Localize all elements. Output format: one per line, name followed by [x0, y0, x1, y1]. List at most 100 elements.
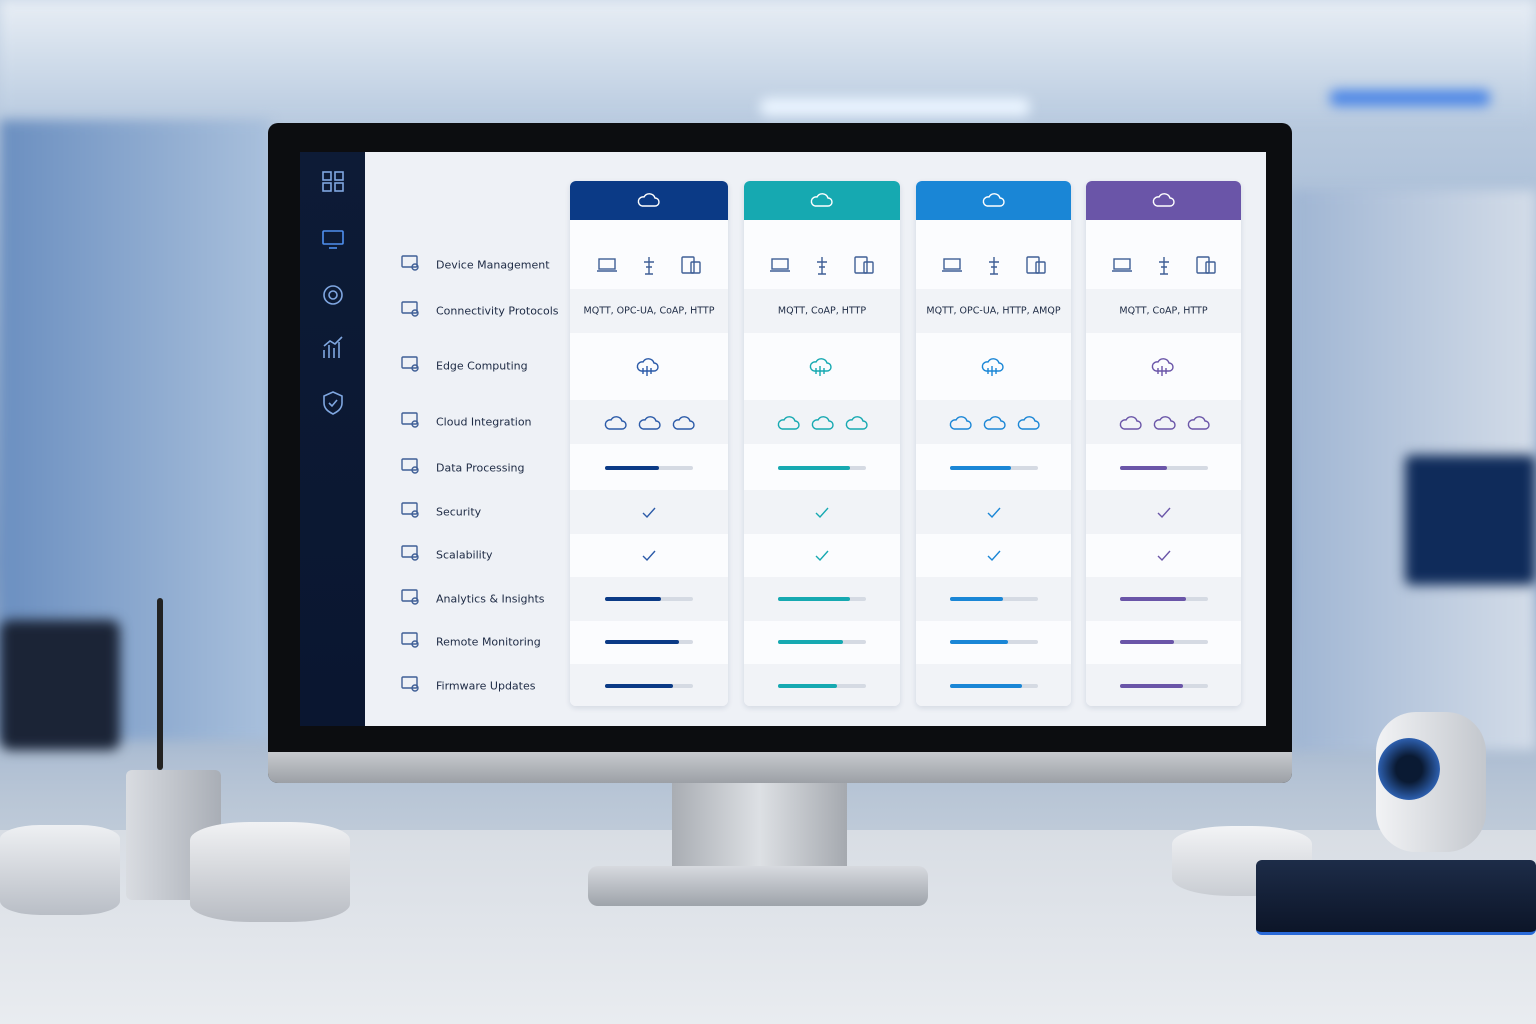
icon-edge	[981, 358, 1004, 376]
bar-track	[949, 684, 1038, 688]
row-icon	[401, 676, 419, 692]
row-band	[570, 289, 728, 333]
icon-check	[1157, 507, 1171, 519]
icon-cloud	[1119, 416, 1142, 430]
icon-tablet	[1195, 256, 1216, 274]
bar-cell	[744, 640, 900, 644]
check	[1086, 547, 1241, 563]
plan-column: MQTT, CoAP, HTTP	[1086, 181, 1241, 706]
monitor-chin	[268, 752, 1292, 783]
check	[744, 547, 900, 563]
icon-tablet	[681, 256, 701, 274]
icon-cloud	[638, 416, 661, 430]
device-icons	[916, 254, 1071, 276]
icon-check	[642, 507, 656, 519]
icon-cloud	[1153, 416, 1176, 430]
icon-edge	[636, 358, 659, 376]
bar-fill	[605, 597, 662, 601]
protocols: MQTT, CoAP, HTTP	[777, 305, 867, 317]
bar-cell	[570, 684, 728, 688]
row-icon-wrap	[400, 299, 420, 323]
bar-fill	[1119, 640, 1175, 644]
row-label: Connectivity Protocols	[436, 304, 559, 318]
bar-fill	[778, 640, 844, 644]
bar-fill	[949, 466, 1012, 470]
bar-track	[1119, 466, 1208, 470]
row-band	[744, 490, 900, 534]
row-icon	[401, 301, 419, 317]
icon-analytics[interactable]	[323, 336, 343, 358]
row-label: Device Management	[436, 258, 550, 272]
bar-cell	[916, 684, 1071, 688]
device-icons	[744, 254, 900, 276]
icon-antenna	[1158, 257, 1169, 275]
header-icon	[810, 192, 833, 207]
bar-cell	[1086, 684, 1241, 688]
icon-cloud	[1187, 416, 1210, 430]
protocols: MQTT, OPC-UA, HTTP, AMQP	[926, 305, 1061, 317]
row-label: Firmware Updates	[436, 679, 536, 693]
icon-cloud	[1017, 416, 1040, 430]
bar-fill	[1119, 684, 1183, 688]
row-icon-wrap	[400, 587, 420, 611]
protocols: MQTT, OPC-UA, CoAP, HTTP	[583, 305, 715, 317]
stand	[672, 778, 847, 870]
icon-cloud	[983, 416, 1006, 430]
row-label: Cloud Integration	[436, 415, 532, 429]
row-band	[916, 490, 1071, 534]
bar-track	[778, 684, 866, 688]
icon-antenna	[988, 257, 999, 275]
antenna	[157, 598, 163, 770]
bar-track	[1119, 597, 1208, 601]
row-band	[916, 400, 1071, 444]
bar-track	[949, 597, 1038, 601]
plan-header	[916, 181, 1071, 220]
bar-track	[1119, 640, 1208, 644]
icon-security[interactable]	[323, 391, 343, 415]
plan-column: MQTT, OPC-UA, HTTP, AMQP	[916, 181, 1071, 706]
bar-cell	[916, 640, 1071, 644]
row-label: Analytics & Insights	[436, 592, 545, 606]
icon-devices[interactable]	[322, 230, 344, 245]
bar-fill	[949, 597, 1004, 601]
row-icon	[401, 632, 419, 648]
icon-laptop	[597, 258, 617, 272]
device-icons	[570, 254, 728, 276]
icon-check	[987, 507, 1001, 519]
cloud-icons	[916, 412, 1071, 432]
bar-cell	[916, 597, 1071, 601]
icon-laptop	[1111, 258, 1132, 272]
cloud-icons	[570, 412, 728, 432]
lens	[1378, 738, 1440, 800]
icon-cloud	[777, 416, 800, 430]
bar-track	[605, 597, 693, 601]
check	[570, 504, 728, 520]
plan-column: MQTT, OPC-UA, CoAP, HTTP	[570, 181, 728, 706]
icon-settings[interactable]	[328, 290, 338, 300]
plan-column: MQTT, CoAP, HTTP	[744, 181, 900, 706]
icon-edge	[809, 358, 832, 376]
screen	[1405, 455, 1536, 585]
bar-track	[949, 466, 1038, 470]
bar-cell	[916, 466, 1071, 470]
check	[916, 504, 1071, 520]
icon-dashboard[interactable]	[322, 171, 332, 181]
row-icon-wrap	[400, 410, 420, 434]
icon-cloud	[672, 416, 695, 430]
header-icon	[982, 192, 1005, 207]
row-band	[916, 289, 1071, 333]
bar-fill	[1119, 597, 1187, 601]
icon-check	[987, 550, 1001, 562]
row-icon	[401, 589, 419, 605]
row-label: Security	[436, 505, 482, 519]
row-icon-wrap	[400, 354, 420, 378]
row-band	[570, 400, 728, 444]
sensor	[190, 822, 350, 922]
icon-cloud	[845, 416, 868, 430]
plan-header	[570, 181, 728, 220]
protocols: MQTT, CoAP, HTTP	[1119, 305, 1208, 317]
row-icon-wrap	[400, 253, 420, 277]
row-band	[744, 400, 900, 444]
icon-cloud	[811, 416, 834, 430]
header-icon	[637, 192, 660, 207]
